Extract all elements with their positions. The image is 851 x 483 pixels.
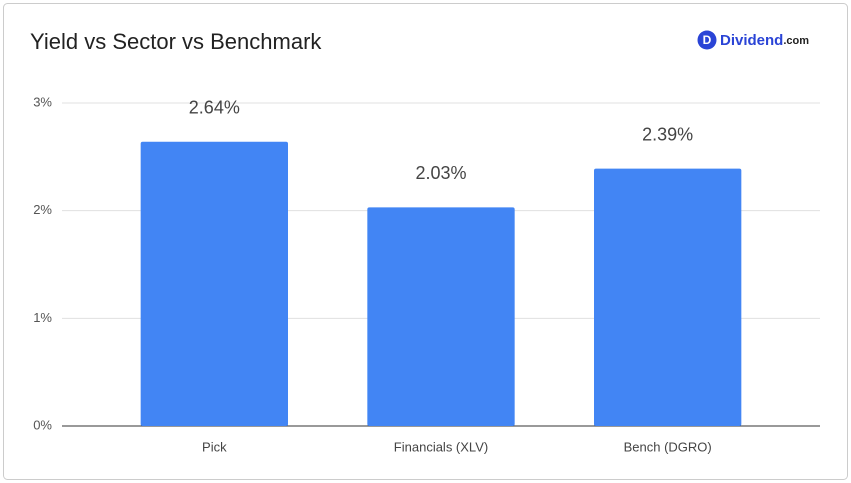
x-tick-label: Pick bbox=[202, 439, 227, 454]
bar bbox=[140, 141, 288, 426]
y-tick-label: 0% bbox=[33, 417, 52, 432]
value-label: 2.39% bbox=[642, 124, 693, 144]
bar bbox=[367, 207, 515, 426]
brand-mark: D bbox=[703, 33, 712, 47]
x-tick-label: Bench (DGRO) bbox=[624, 439, 712, 454]
brand-suffix: .com bbox=[783, 35, 809, 47]
brand-name: Dividend.com bbox=[720, 32, 809, 49]
brand-icon bbox=[697, 30, 717, 50]
y-tick-label: 1% bbox=[33, 310, 52, 325]
brand-name-text: Dividend bbox=[720, 32, 783, 49]
y-tick-label: 3% bbox=[33, 94, 52, 109]
y-tick-label: 2% bbox=[33, 202, 52, 217]
value-label: 2.03% bbox=[415, 163, 466, 183]
bar bbox=[594, 168, 742, 426]
brand-logo: D Dividend.com bbox=[697, 30, 809, 50]
value-label: 2.64% bbox=[189, 98, 240, 118]
chart-title: Yield vs Sector vs Benchmark bbox=[30, 29, 322, 54]
x-tick-label: Financials (XLV) bbox=[394, 439, 488, 454]
